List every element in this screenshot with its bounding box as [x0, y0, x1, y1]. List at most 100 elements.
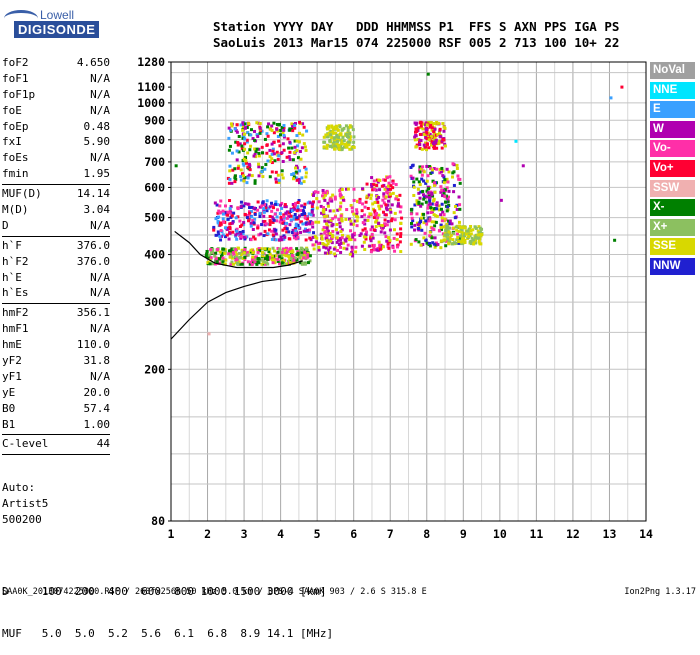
echo-point [432, 130, 436, 134]
echo-point [274, 238, 278, 242]
header-values: SaoLuis 2013 Mar15 074 225000 RSF 005 2 … [213, 35, 620, 50]
param-row: foF2 4.650 [2, 55, 110, 71]
echo-point [417, 180, 421, 184]
echo-point [247, 219, 251, 223]
echo-point [273, 159, 277, 163]
echo-point [255, 147, 259, 151]
echo-point [205, 249, 209, 253]
echo-point [399, 227, 403, 231]
echo-point [275, 215, 279, 219]
echo-point [276, 129, 280, 133]
echo-point [420, 121, 424, 125]
echo-point [422, 143, 426, 147]
x-tick-label: 2 [204, 527, 211, 541]
echo-point [257, 162, 261, 166]
echo-point [371, 202, 375, 206]
echo-point [416, 223, 420, 227]
echo-point [262, 202, 266, 206]
echo-point [246, 250, 250, 254]
echo-point [253, 260, 257, 264]
echo-point [298, 169, 302, 173]
echo-point [399, 250, 403, 254]
echo-point [262, 234, 266, 238]
echo-point [373, 213, 377, 217]
echo-point [439, 190, 443, 194]
param-name: yF1 [2, 369, 22, 383]
echo-point [263, 167, 267, 171]
echo-point [302, 205, 306, 209]
echo-point [414, 127, 418, 131]
echo-point [460, 241, 464, 245]
echo-point [420, 202, 424, 206]
echo-point [435, 167, 439, 171]
echo-point [458, 181, 462, 185]
echo-point [388, 175, 392, 179]
echo-point [235, 158, 239, 162]
echo-point [304, 222, 308, 226]
echo-point [252, 206, 256, 210]
echo-point [284, 252, 288, 256]
echo-point [218, 234, 222, 238]
echo-point [309, 213, 313, 217]
echo-point [217, 257, 221, 261]
echo-point [386, 188, 390, 192]
echo-point [268, 205, 272, 209]
echo-point [255, 133, 259, 137]
echo-point [455, 166, 459, 170]
echo-point [303, 165, 307, 169]
echo-point [425, 148, 429, 152]
echo-point [258, 122, 262, 126]
echo-point [254, 155, 258, 159]
echo-point [246, 253, 250, 257]
echo-point [335, 240, 339, 244]
echo-point [323, 193, 327, 197]
polarization-legend: NoVal NNE E W Vo- Vo+ SSW X- X+ SSE NNW [650, 62, 695, 278]
echo-point [374, 225, 378, 229]
echo-point [289, 218, 293, 222]
echo-point [293, 212, 297, 216]
echo-point [417, 226, 421, 230]
echo-point [349, 147, 353, 151]
echo-point [238, 225, 242, 229]
echo-point [279, 235, 283, 239]
echo-point [280, 261, 284, 265]
echo-point [330, 224, 334, 228]
echo-point [437, 130, 441, 134]
y-tick-label: 500 [144, 211, 165, 225]
x-tick-label: 8 [423, 527, 430, 541]
echo-point [285, 155, 289, 159]
echo-point [377, 248, 381, 252]
echo-point [413, 135, 417, 139]
echo-point [230, 256, 234, 260]
echo-point [268, 247, 272, 251]
echo-point [265, 132, 269, 136]
echo-point [413, 223, 417, 227]
echo-point [253, 147, 257, 151]
echo-point [251, 219, 255, 223]
echo-point [428, 219, 432, 223]
echo-point [436, 121, 440, 125]
echo-point [427, 241, 431, 245]
echo-point [346, 129, 350, 133]
param-separator [2, 454, 110, 456]
param-name: yF2 [2, 354, 22, 368]
echo-point [439, 207, 443, 211]
echo-point [447, 195, 451, 199]
echo-point [233, 176, 237, 180]
echo-point [338, 194, 342, 198]
echo-point [301, 248, 305, 252]
echo-point [328, 209, 332, 213]
param-row: hmF1 N/A [2, 321, 110, 337]
echo-point [435, 120, 439, 124]
echo-point [359, 232, 363, 236]
echo-point [429, 167, 433, 171]
echo-point [261, 220, 265, 224]
echo-point [294, 170, 298, 174]
echo-point [230, 151, 234, 155]
echo-point [458, 203, 462, 207]
echo-point [310, 205, 314, 209]
echo-point [280, 206, 284, 210]
echo-point [267, 250, 271, 254]
echo-point [348, 147, 352, 151]
echo-point [217, 233, 221, 237]
